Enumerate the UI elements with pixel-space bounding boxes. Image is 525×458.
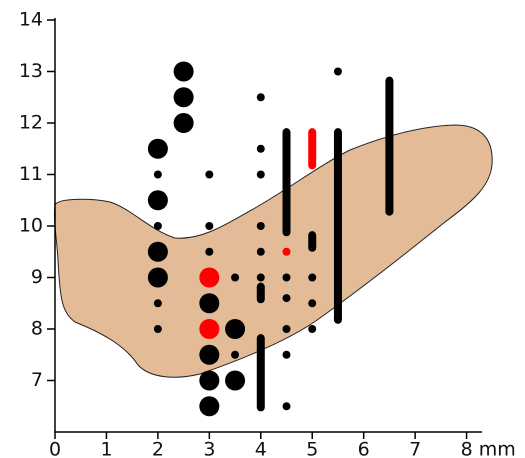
range-bar <box>333 128 342 324</box>
y-tick-label: 10 <box>19 215 43 237</box>
point <box>199 293 220 314</box>
x-tick-label: 3 <box>203 439 215 458</box>
point <box>173 61 194 82</box>
point <box>282 350 291 359</box>
point <box>205 222 214 230</box>
point <box>153 222 162 230</box>
point <box>147 241 168 262</box>
point <box>308 325 317 333</box>
point <box>282 402 291 411</box>
y-tick-label: 9 <box>31 266 43 288</box>
point <box>205 170 214 179</box>
point <box>282 273 291 282</box>
point <box>225 370 246 391</box>
point <box>199 344 220 365</box>
point <box>153 325 162 333</box>
point <box>282 294 291 303</box>
y-tick-label: 13 <box>19 60 43 82</box>
range-bar <box>256 334 265 412</box>
point <box>256 273 265 282</box>
point <box>153 299 162 308</box>
range-bar <box>256 282 265 304</box>
point <box>153 170 162 179</box>
point <box>147 267 168 288</box>
point <box>308 299 317 308</box>
x-tick-label: 0 <box>49 439 61 458</box>
point <box>173 113 194 133</box>
point <box>256 144 265 153</box>
point <box>282 325 291 333</box>
x-tick-label: 4 <box>255 439 267 458</box>
point <box>231 350 240 359</box>
range-bar <box>385 76 394 216</box>
x-tick-label: 2 <box>152 439 164 458</box>
y-tick-label: 7 <box>31 369 43 391</box>
point <box>199 319 220 339</box>
x-tick-label: 7 <box>409 439 421 458</box>
x-tick-label: 6 <box>358 439 370 458</box>
point <box>308 273 317 282</box>
x-tick-label: 8 mm <box>461 439 516 458</box>
point <box>225 319 246 339</box>
range-bar <box>308 128 317 170</box>
range-bar <box>308 231 317 252</box>
point <box>256 222 265 230</box>
point <box>256 247 265 256</box>
y-tick-label: 8 <box>31 318 43 340</box>
x-tick-label: 5 <box>306 439 318 458</box>
point <box>256 170 265 179</box>
range-bar <box>282 128 291 237</box>
point <box>333 67 342 76</box>
region <box>53 124 493 378</box>
y-tick-label: 14 <box>19 9 43 31</box>
point <box>231 273 240 282</box>
point <box>147 190 168 211</box>
point <box>199 267 220 288</box>
point <box>199 370 220 391</box>
y-tick-label: 11 <box>19 163 43 185</box>
y-tick-label: 12 <box>19 112 43 134</box>
point <box>256 93 265 102</box>
point <box>199 396 220 417</box>
x-tick-label: 1 <box>100 439 112 458</box>
point <box>173 87 194 108</box>
point <box>205 247 214 256</box>
point <box>282 247 291 256</box>
point <box>147 138 168 159</box>
